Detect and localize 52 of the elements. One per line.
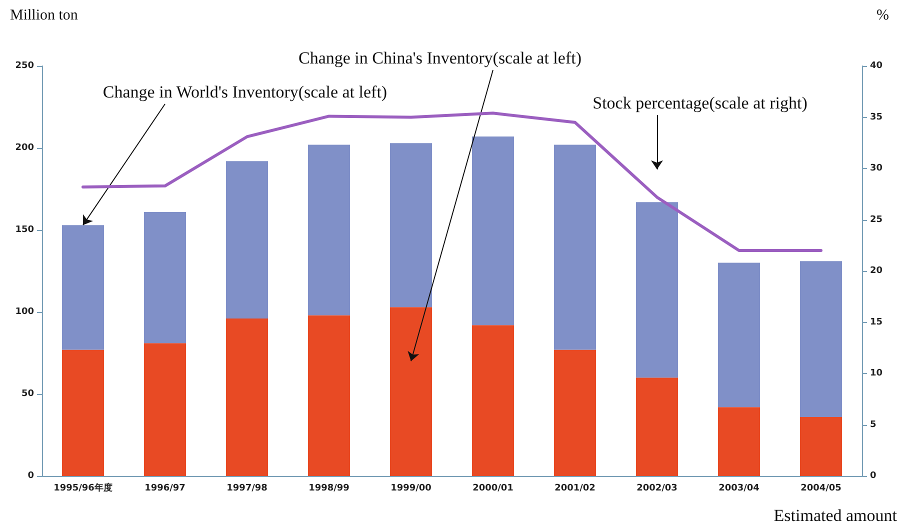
- y2-tick-label: 40: [870, 61, 883, 71]
- x-tick-label: 1999/00: [390, 484, 432, 494]
- bar: [144, 212, 186, 344]
- y-tick-label: 50: [21, 389, 34, 399]
- bar: [718, 407, 760, 476]
- x-tick-label: 2003/04: [718, 484, 760, 494]
- y2-tick-label: 10: [870, 368, 883, 378]
- bar: [472, 136, 514, 326]
- bar: [636, 378, 678, 476]
- y2-tick-label: 0: [870, 471, 876, 481]
- x-tick-label: 1995/96年度: [54, 482, 112, 494]
- bar: [390, 143, 432, 308]
- x-tick-label: 1997/98: [226, 484, 268, 494]
- bar: [144, 343, 186, 476]
- y-tick-label: 150: [15, 225, 34, 235]
- y-tick-label: 200: [15, 143, 34, 153]
- bar: [62, 225, 104, 350]
- bar: [800, 261, 842, 417]
- x-tick-label: 2000/01: [472, 484, 514, 494]
- y2-tick-label: 35: [870, 112, 883, 122]
- x-tick-label: 2004/05: [800, 484, 842, 494]
- y2-tick-label: 25: [870, 214, 883, 225]
- text: Change in World's Inventory(scale at left): [102, 82, 388, 102]
- bar: [226, 161, 268, 319]
- bar: [554, 144, 596, 350]
- y-axis-title: Million ton: [10, 8, 78, 24]
- bar: [554, 350, 596, 476]
- x-tick-label: 2002/03: [636, 484, 678, 494]
- series-label: Stock percentage(scale at right): [592, 94, 808, 112]
- y2-tick-label: 20: [870, 266, 883, 276]
- bar: [800, 416, 842, 476]
- bar: [636, 202, 678, 378]
- y-tick-label: 250: [15, 61, 34, 71]
- bar: [472, 325, 514, 476]
- y-tick-label: 0: [28, 471, 34, 481]
- x-tick-label: 1996/97: [144, 484, 186, 494]
- bar: [226, 318, 268, 476]
- bar: [308, 315, 350, 476]
- bar: [718, 262, 760, 408]
- text: Change in China's Inventory(scale at left): [298, 48, 582, 68]
- y2-tick-label: 5: [870, 420, 876, 430]
- x-axis-title: Estimated amount: [774, 506, 898, 525]
- bar: [308, 144, 350, 316]
- x-tick-label: 2001/02: [554, 484, 596, 494]
- y2-axis-title: %: [876, 8, 890, 24]
- line-series: [82, 112, 822, 252]
- y2-tick-label: 30: [870, 164, 883, 174]
- x-tick-label: 1998/99: [308, 484, 350, 494]
- bar: [62, 350, 104, 476]
- y2-tick-label: 15: [870, 317, 883, 328]
- bar: [390, 307, 432, 476]
- y-tick-label: 100: [15, 307, 34, 317]
